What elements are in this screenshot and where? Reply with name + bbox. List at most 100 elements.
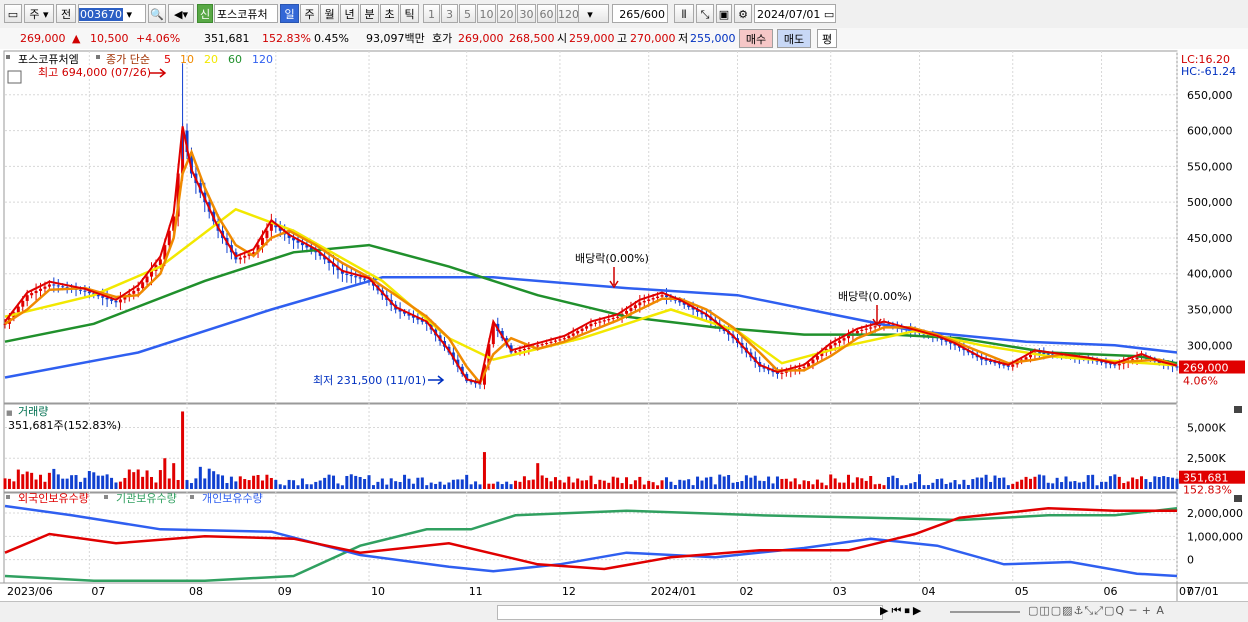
volume-bar <box>21 474 25 489</box>
candle-body <box>1002 364 1006 366</box>
candle-body <box>984 359 988 361</box>
save-icon[interactable]: ▣ <box>716 4 732 23</box>
volume-bar <box>940 478 944 489</box>
candle-body <box>647 299 651 301</box>
interval-button-120[interactable]: 120 <box>557 4 579 23</box>
speaker-icon[interactable]: ◀▾ <box>168 4 194 23</box>
market-select[interactable]: 주 ▾ <box>24 4 54 23</box>
candle-body <box>172 216 176 231</box>
candle-body <box>411 315 415 318</box>
volume-bar <box>203 478 207 489</box>
interval-button-10[interactable]: 10 <box>477 4 496 23</box>
candle-body <box>811 359 815 364</box>
period-tab-4[interactable]: 분 <box>360 4 379 23</box>
volume-bar <box>1082 481 1086 489</box>
volume-bar <box>1033 476 1037 489</box>
candle-body <box>110 299 114 301</box>
candle-body <box>167 230 171 246</box>
volume-bar <box>127 469 131 489</box>
axes: 2023/06 07 08 09 10 11 12 2024/01 02 03 04 05 06 0707… <box>7 89 1243 598</box>
candle-body <box>696 309 700 312</box>
interval-button-1[interactable]: 1 <box>423 4 440 23</box>
interval-button-5[interactable]: 5 <box>459 4 476 23</box>
candle-body <box>345 273 349 275</box>
code-input[interactable]: 003670 ▾ <box>78 4 146 23</box>
interval-button-20[interactable]: 20 <box>497 4 516 23</box>
candle-body <box>247 254 251 256</box>
period-tab-2[interactable]: 월 <box>320 4 339 23</box>
window-menu-icon[interactable]: ▭ <box>4 4 22 23</box>
view-tools-icon[interactable]: ▢◫▢▨⚓⤡⤢▢Q ─ + A <box>1028 604 1165 617</box>
stock-name-field[interactable]: 포스코퓨처 <box>214 4 278 23</box>
volume-bar <box>25 471 29 489</box>
toolbar: ▭ 주 ▾ 전 003670 ▾ 🔍 ◀▾ 신 포스코퓨처 ▾ 265/600 … <box>0 0 1248 29</box>
buy-button[interactable]: 매수 <box>739 29 773 48</box>
zoom-slider[interactable] <box>950 611 1020 613</box>
volume-bar <box>864 480 868 489</box>
candle-body <box>420 319 424 322</box>
y-tick-label: 550,000 <box>1187 160 1233 173</box>
scroll-controls-icon[interactable]: ▶⏮⏹▶ <box>880 604 925 617</box>
dividend-arrow-icon-2 <box>872 305 882 327</box>
scroll-thumb[interactable] <box>497 605 883 620</box>
date-field[interactable]: 2024/07/01 ▭ <box>754 4 836 23</box>
volume-bar <box>216 474 220 489</box>
volume-bar <box>61 478 65 489</box>
volume-bar <box>878 483 882 489</box>
search-icon[interactable]: 🔍 <box>148 4 166 23</box>
high-annotation: 최고 694,000 (07/26) <box>38 66 151 79</box>
volume-bar <box>150 476 153 489</box>
volume-bar <box>1037 474 1041 489</box>
count-field[interactable]: 265/600 <box>612 4 668 23</box>
low-label: 저 <box>678 32 689 45</box>
candle-type-icon[interactable]: ⫴ <box>674 4 694 23</box>
volume-bar <box>1064 476 1068 489</box>
candle-body <box>878 325 882 327</box>
holdings-legend-0: 외국인보유수량 <box>18 492 89 505</box>
volume-bar <box>305 484 309 489</box>
period-tab-6[interactable]: 틱 <box>400 4 419 23</box>
period-tab-1[interactable]: 주 <box>300 4 319 23</box>
volume-bar <box>736 481 739 489</box>
prev-button[interactable]: 전 <box>56 4 76 23</box>
candle-body <box>1037 352 1041 354</box>
volume-bar <box>1131 477 1135 489</box>
interval-button-3[interactable]: 3 <box>441 4 458 23</box>
volume-bar <box>749 477 753 489</box>
interval-button-30[interactable]: 30 <box>517 4 536 23</box>
x-tick-label: 09 <box>278 585 292 598</box>
draw-tool-icon[interactable]: ⤡ <box>696 4 714 23</box>
volume-bar <box>3 478 7 489</box>
candle-body <box>522 348 526 351</box>
sell-button[interactable]: 매도 <box>777 29 811 48</box>
volume-bar <box>327 474 331 489</box>
period-tab-5[interactable]: 초 <box>380 4 399 23</box>
stock-chart[interactable]: 2023/06 07 08 09 10 11 12 2024/01 02 03 04 05 06 0707… <box>0 49 1248 601</box>
volume-bar <box>460 479 464 489</box>
candle-body <box>1117 363 1121 366</box>
volume-bar <box>527 480 531 489</box>
volume-bar <box>656 485 660 489</box>
y-tick-label: 400,000 <box>1187 268 1233 281</box>
candle-body <box>96 294 100 297</box>
holdings-legend-1: 기관보유수량 <box>116 492 177 505</box>
candle-body <box>576 331 580 334</box>
candle-body <box>940 338 944 340</box>
candle-body <box>256 245 260 253</box>
volume-bar <box>744 475 748 489</box>
interval-button-60[interactable]: 60 <box>537 4 556 23</box>
volume-bar <box>118 481 122 489</box>
candle-body <box>1104 362 1108 364</box>
gear-icon[interactable]: ⚙ <box>734 4 752 23</box>
volume-bar <box>451 479 455 489</box>
low-arrow-icon <box>428 375 445 385</box>
eval-button[interactable]: 평 <box>817 29 837 48</box>
period-tab-0[interactable]: 일 <box>280 4 299 23</box>
period-dropdown[interactable]: ▾ <box>571 4 609 23</box>
y-tick-label: 650,000 <box>1187 89 1233 102</box>
candle-body <box>780 372 784 374</box>
volume-bar <box>727 475 731 489</box>
chart-scrollbar[interactable]: ▶⏮⏹▶ ▢◫▢▨⚓⤡⤢▢Q ─ + A <box>0 601 1248 622</box>
legend-square-icon <box>96 55 100 59</box>
period-tab-3[interactable]: 년 <box>340 4 359 23</box>
